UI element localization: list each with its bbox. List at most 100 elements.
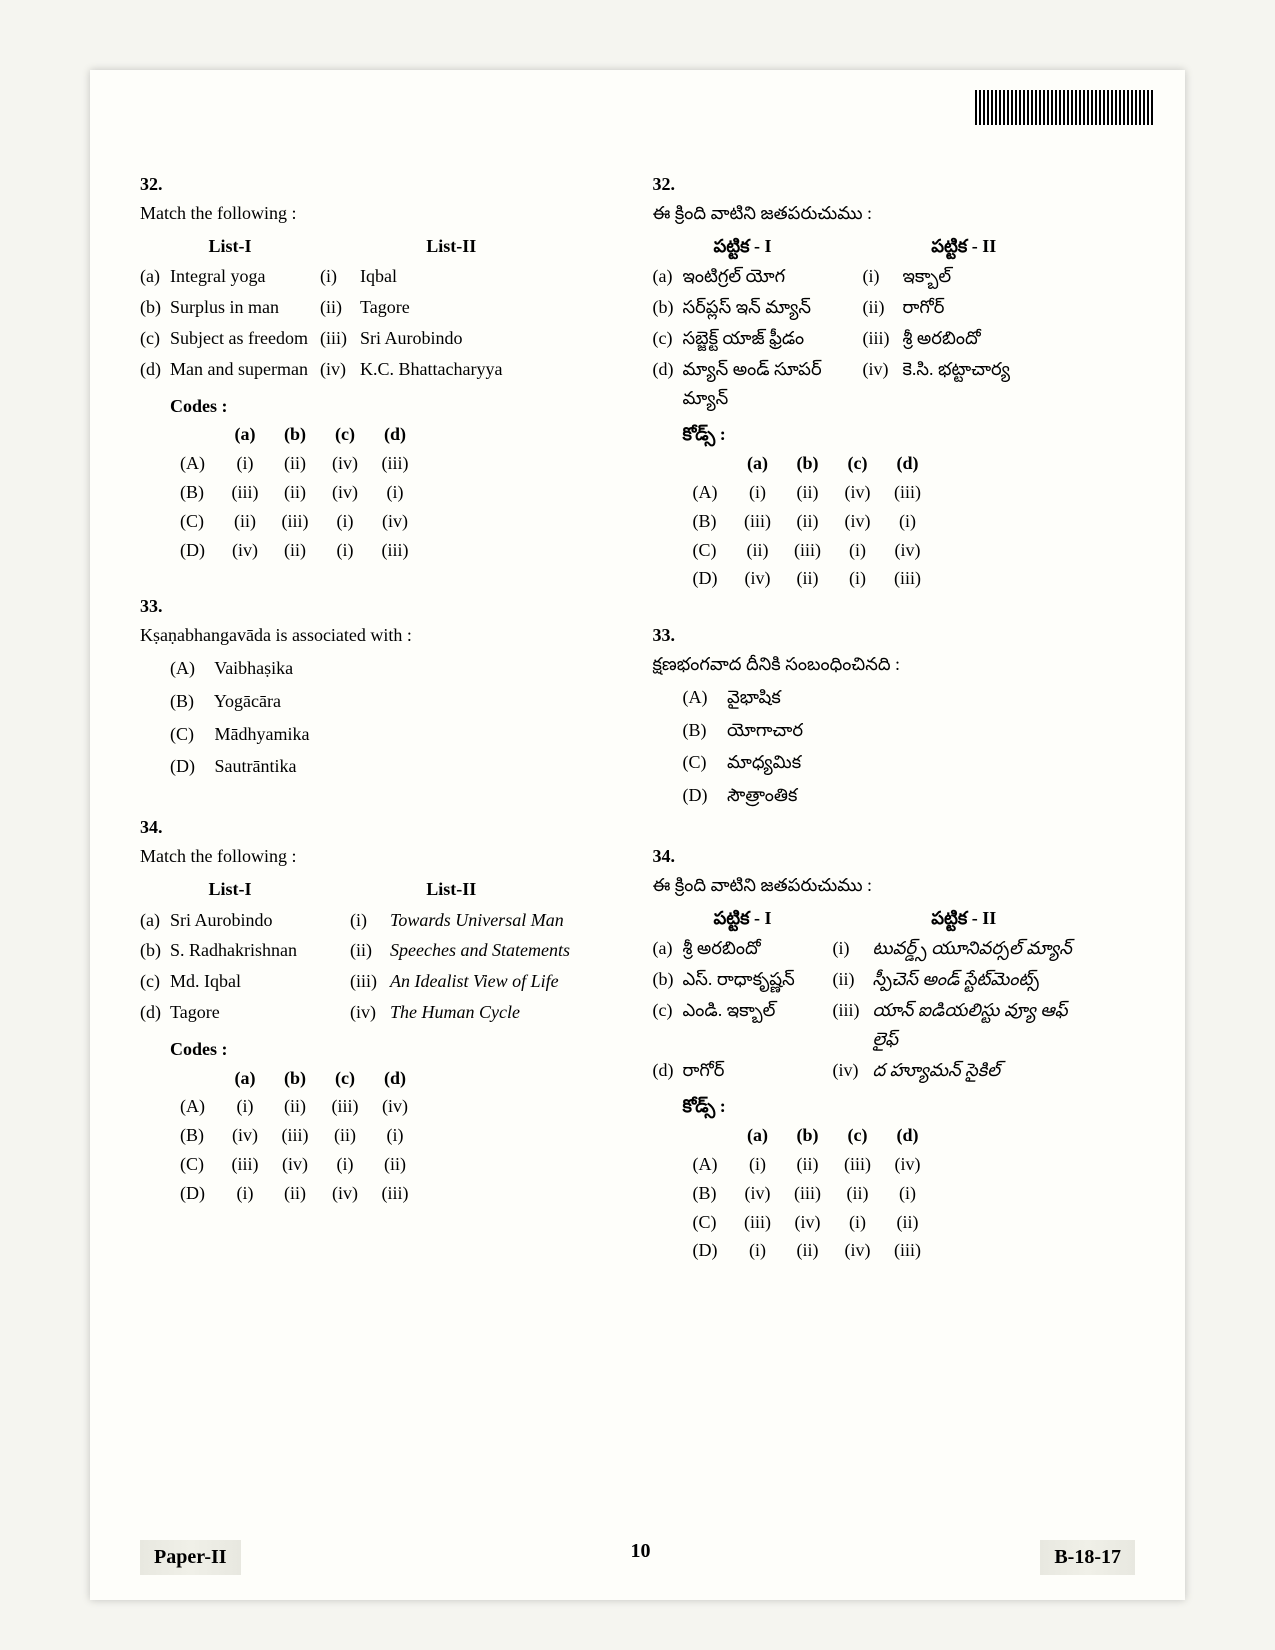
list2-item: టువర్డ్స్ యూనివర్సల్ మ్యాన్ [873,934,1096,963]
code-label: (B) [693,1179,733,1208]
question-34-en: 34. Match the following : List-I List-II… [140,813,623,1207]
code-val: (iv) [783,1208,833,1237]
option-label: (C) [170,720,210,749]
row-roman: (iv) [320,355,360,384]
list2-item: Iqbal [360,262,583,291]
code-row: (C) (iii) (iv) (i) (ii) [180,1150,583,1179]
col-b: (b) [270,1064,320,1093]
row-roman: (i) [350,906,390,935]
match-row: (b) సర్‌ప్లస్ ఇన్ మ్యాన్ (ii) రాగోర్ [653,293,1096,322]
row-roman: (iii) [833,996,873,1054]
list2-label: List-II [320,875,583,904]
code-val: (iii) [833,1150,883,1179]
option-row: (D) Sautrāntika [170,752,583,781]
question-32-te: 32. ఈ క్రింది వాటిని జతపరుచుము : పట్టిక … [653,170,1136,593]
row-letter: (a) [140,262,170,291]
col-c: (c) [320,1064,370,1093]
question-number: 34. [140,813,180,842]
list2-item: రాగోర్ [903,293,1096,322]
list2-label: పట్టిక - II [833,904,1096,933]
code-val: (i) [833,1208,883,1237]
code-val: (i) [883,507,933,536]
match-row: (c) Subject as freedom (iii) Sri Aurobin… [140,324,583,353]
row-letter: (c) [140,324,170,353]
code-row: (A) (i) (ii) (iii) (iv) [693,1150,1096,1179]
question-stem: Match the following : [140,199,583,228]
question-body: ఈ క్రింది వాటిని జతపరుచుము : పట్టిక - I … [653,871,1096,1265]
option-text: Yogācāra [214,691,281,711]
code-val: (ii) [783,1236,833,1265]
list2-item: కె.సి. భట్టాచార్య [903,355,1096,413]
code-val: (iii) [370,1179,420,1208]
option-row: (C) Mādhyamika [170,720,583,749]
question-body: Match the following : List-I List-II (a)… [140,842,583,1208]
code-val: (i) [833,564,883,593]
match-row: (d) రాగోర్ (iv) ద హ్యూమన్ సైకిల్ [653,1056,1096,1085]
row-letter: (b) [140,293,170,322]
match-row: (d) మ్యాన్ అండ్ సూపర్ మ్యాన్ (iv) కె.సి.… [653,355,1096,413]
code-val: (iii) [370,449,420,478]
code-val: (ii) [270,1179,320,1208]
code-val: (iii) [320,1092,370,1121]
match-row: (b) ఎస్. రాధాకృష్ణన్ (ii) స్పీచెస్ అండ్ … [653,965,1096,994]
list1-item: మ్యాన్ అండ్ సూపర్ మ్యాన్ [683,355,863,413]
option-row: (B) Yogācāra [170,687,583,716]
code-val: (ii) [320,1121,370,1150]
question-body: క్షణభంగవాద దీనికి సంబంధించినది : (A) వైభ… [653,650,1096,814]
code-val: (i) [733,478,783,507]
list2-label: పట్టిక - II [833,232,1096,261]
code-val: (i) [220,1092,270,1121]
option-row: (A) వైభాషిక [683,683,1096,712]
list-header: పట్టిక - I పట్టిక - II [653,232,1096,261]
code-val: (iii) [270,1121,320,1150]
question-number: 34. [653,842,693,871]
option-text: Sautrāntika [215,756,297,776]
list2-item: Sri Aurobindo [360,324,583,353]
code-row: (B) (iv) (iii) (ii) (i) [180,1121,583,1150]
row-letter: (b) [653,293,683,322]
code-label: (D) [693,1236,733,1265]
code-val: (iv) [833,1236,883,1265]
col-a: (a) [733,1121,783,1150]
match-row: (c) ఎండి. ఇక్బాల్ (iii) యాన్ ఐడియలిస్టు … [653,996,1096,1054]
row-roman: (ii) [350,936,390,965]
list1-item: ఎండి. ఇక్బాల్ [683,996,833,1054]
code-val: (i) [733,1150,783,1179]
exam-page: 32. Match the following : List-I List-II… [90,70,1185,1600]
code-row: (A) (i) (ii) (iii) (iv) [180,1092,583,1121]
list2-item: Speeches and Statements [390,936,583,965]
row-letter: (c) [653,324,683,353]
code-val: (i) [733,1236,783,1265]
row-roman: (iii) [863,324,903,353]
footer-center: 10 [630,1540,650,1575]
col-c: (c) [320,420,370,449]
list1-item: రాగోర్ [683,1056,833,1085]
option-text: మాధ్యమిక [727,752,801,772]
row-roman: (ii) [320,293,360,322]
code-val: (i) [220,1179,270,1208]
list2-item: స్పీచెస్ అండ్ స్టేట్‌మెంట్స్ [873,965,1096,994]
row-roman: (iv) [863,355,903,413]
option-row: (A) Vaibhaṣika [170,654,583,683]
code-val: (i) [370,1121,420,1150]
code-val: (iii) [783,536,833,565]
list2-item: ద హ్యూమన్ సైకిల్ [873,1056,1096,1085]
list2-item: An Idealist View of Life [390,967,583,996]
code-label: (B) [180,1121,220,1150]
list2-label: List-II [320,232,583,261]
row-letter: (c) [140,967,170,996]
content-columns: 32. Match the following : List-I List-II… [140,170,1135,1293]
list1-item: ఎస్. రాధాకృష్ణన్ [683,965,833,994]
match-row: (d) Man and superman (iv) K.C. Bhattacha… [140,355,583,384]
code-val: (iv) [320,449,370,478]
list-header: List-I List-II [140,232,583,261]
list2-item: యాన్ ఐడియలిస్టు వ్యూ ఆఫ్ లైఫ్ [873,996,1096,1054]
code-row: (C) (iii) (iv) (i) (ii) [693,1208,1096,1237]
row-letter: (d) [653,355,683,413]
code-row: (D) (iv) (ii) (i) (iii) [693,564,1096,593]
page-footer: Paper-II 10 B-18-17 [90,1540,1185,1575]
match-row: (d) Tagore (iv) The Human Cycle [140,998,583,1027]
col-a: (a) [220,1064,270,1093]
list2-item: ఇక్బాల్ [903,262,1096,291]
match-row: (a) Integral yoga (i) Iqbal [140,262,583,291]
